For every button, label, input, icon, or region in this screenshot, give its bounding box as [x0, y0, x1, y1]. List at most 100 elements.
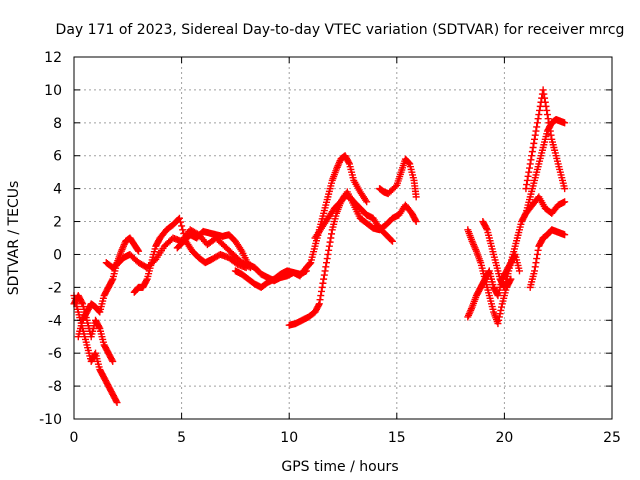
data-point	[324, 250, 332, 258]
data-point	[388, 237, 396, 245]
plot-frame	[73, 56, 613, 420]
x-tick-label: 25	[603, 430, 621, 446]
plot-border	[73, 56, 613, 420]
data-point	[539, 86, 547, 94]
data-point	[113, 399, 121, 407]
data-point	[529, 144, 537, 151]
data-point	[178, 222, 186, 230]
series-track-o	[526, 226, 569, 291]
data-point	[506, 277, 514, 285]
data-point	[323, 259, 331, 267]
data-point	[528, 152, 536, 160]
y-tick-label: 4	[53, 182, 62, 198]
data-point	[319, 279, 327, 287]
data-point	[78, 298, 86, 306]
data-point	[497, 306, 505, 314]
y-tick-label: -6	[48, 346, 62, 362]
x-tick-label: 15	[388, 430, 406, 446]
data-point	[526, 164, 534, 172]
data-point	[530, 139, 538, 147]
x-tick-label: 0	[70, 430, 79, 446]
y-axis-label: SDTVAR / TECUs	[6, 181, 22, 296]
data-point	[318, 283, 326, 291]
data-point	[317, 292, 325, 300]
data-point	[91, 351, 99, 359]
y-tick-label: -10	[39, 412, 62, 428]
data-point	[540, 90, 548, 98]
series-track-n	[522, 86, 569, 193]
data-point	[108, 277, 116, 285]
data-point	[328, 230, 336, 238]
x-tick-label: 10	[280, 430, 298, 446]
data-point	[522, 185, 530, 193]
data-point	[541, 94, 549, 102]
data-point	[527, 156, 535, 164]
data-point	[546, 123, 554, 131]
data-point	[561, 198, 569, 206]
data-point	[411, 216, 419, 224]
data-point	[543, 106, 551, 114]
chart-title: Day 171 of 2023, Sidereal Day-to-day VTE…	[56, 22, 625, 38]
data-point	[528, 148, 536, 156]
grid	[73, 56, 613, 420]
data-point	[536, 106, 544, 114]
data-point	[531, 263, 539, 271]
data-point	[542, 102, 550, 110]
y-tick-label: 6	[53, 149, 62, 165]
data-point	[325, 246, 333, 254]
data-point	[135, 247, 143, 255]
data-point	[561, 185, 569, 193]
data-point	[317, 287, 325, 295]
series-track-j	[376, 155, 420, 201]
data-point	[321, 267, 329, 275]
series-track-p	[522, 193, 569, 217]
data-series	[70, 86, 569, 407]
data-point	[541, 98, 549, 106]
data-point	[561, 119, 569, 127]
x-axis-label: GPS time / hours	[281, 459, 398, 475]
x-tick-label: 5	[177, 430, 186, 446]
data-point	[112, 397, 120, 405]
x-tick-label: 20	[495, 430, 513, 446]
data-point	[177, 218, 185, 226]
data-point	[534, 246, 542, 254]
series-track-b	[70, 292, 117, 365]
data-point	[142, 277, 150, 285]
data-point	[494, 320, 502, 328]
data-point	[496, 310, 504, 318]
data-point	[533, 255, 541, 263]
data-point	[412, 193, 420, 201]
series-track-e	[130, 214, 250, 296]
data-point	[405, 159, 413, 167]
data-point	[412, 218, 420, 226]
data-point	[495, 313, 503, 321]
y-tick-label: 10	[44, 83, 62, 99]
data-point	[534, 115, 542, 123]
series-track-c	[74, 234, 143, 341]
axis-ticks: -10 -8 -6 -4 -2 0 2 4 6 8 10 12 0 5 10 15 20 25	[39, 50, 621, 446]
data-point	[316, 296, 324, 304]
data-point	[523, 181, 531, 189]
data-point	[533, 250, 541, 258]
data-point	[175, 214, 183, 222]
data-point	[561, 231, 569, 239]
data-point	[391, 183, 399, 191]
y-tick-label: 8	[53, 116, 62, 132]
data-point	[134, 246, 142, 254]
data-point	[495, 316, 503, 324]
data-point	[315, 301, 323, 309]
data-point	[320, 271, 328, 279]
data-point	[485, 268, 493, 276]
data-point	[387, 236, 395, 244]
data-point	[108, 356, 116, 364]
data-point	[326, 238, 334, 246]
data-point	[327, 234, 335, 242]
data-point	[532, 127, 540, 135]
data-point	[531, 267, 539, 275]
series-track-i	[311, 188, 420, 242]
data-point	[531, 131, 539, 139]
series-track-g	[231, 152, 371, 291]
data-point	[545, 119, 553, 127]
data-point	[544, 115, 552, 123]
